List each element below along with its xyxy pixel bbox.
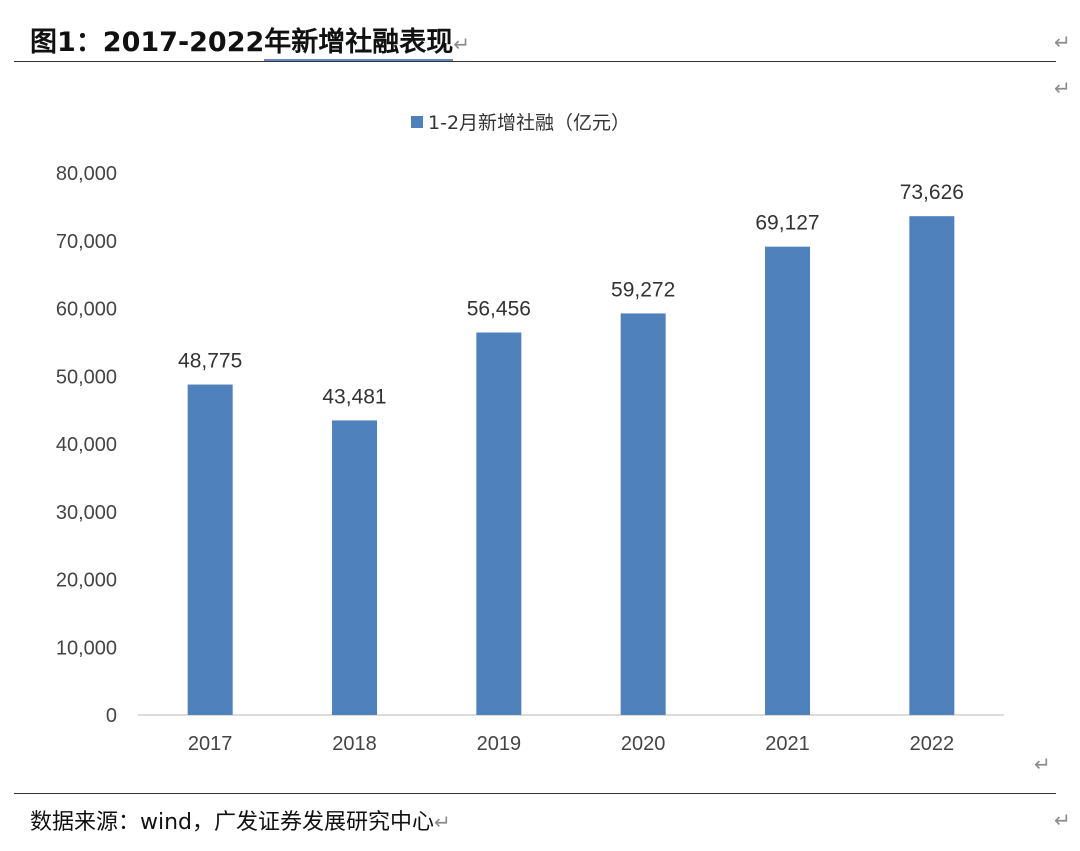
bar-2017 xyxy=(187,384,233,715)
return-mark-icon: ↵ xyxy=(1054,808,1071,832)
y-tick-label: 50,000 xyxy=(56,366,117,388)
bars: 48,775 43,481 56,456 59,272 69,127 73,626 xyxy=(178,181,964,716)
return-mark-icon: ↵ xyxy=(1054,76,1071,100)
top-divider xyxy=(14,61,1056,62)
bar-2021 xyxy=(765,246,810,715)
y-tick-label: 10,000 xyxy=(56,637,117,659)
y-tick-label: 60,000 xyxy=(56,299,117,321)
data-label-2017: 48,775 xyxy=(178,350,242,373)
y-tick-label: 40,000 xyxy=(56,434,117,456)
bar-chart: 1-2月新增社融（亿元） 0 10,000 20,000 30,000 40,000 50… xyxy=(56,112,1004,755)
caption-label: 图1： xyxy=(30,27,103,58)
source-note: 数据来源：wind，广发证券发展研究中心↵ xyxy=(30,804,451,836)
x-tick-label-2017: 2017 xyxy=(188,733,233,755)
y-axis: 0 10,000 20,000 30,000 40,000 50,000 60,000 70,… xyxy=(56,163,117,727)
y-tick-label: 70,000 xyxy=(56,231,117,253)
x-tick-label-2019: 2019 xyxy=(477,733,522,755)
data-label-2019: 56,456 xyxy=(467,298,531,321)
bar-2018 xyxy=(332,420,377,715)
bar-2019 xyxy=(476,332,522,715)
data-label-2020: 59,272 xyxy=(611,278,675,301)
bar-2022 xyxy=(909,216,955,716)
caption-years: 2017-2022 xyxy=(102,27,265,58)
figure-caption: 图1：2017-2022年新增社融表现↵ xyxy=(30,20,471,61)
y-tick-label: 20,000 xyxy=(56,570,117,592)
caption-title: 年新增社融表现 xyxy=(264,27,454,61)
return-mark-icon: ↵ xyxy=(1054,30,1071,54)
return-mark-icon: ↵ xyxy=(453,32,471,56)
legend-swatch xyxy=(411,116,423,128)
y-tick-label: 30,000 xyxy=(56,502,117,524)
source-text: 数据来源：wind，广发证券发展研究中心 xyxy=(30,810,435,835)
x-tick-label-2018: 2018 xyxy=(332,733,377,755)
return-mark-icon: ↵ xyxy=(434,810,451,834)
return-mark-icon: ↵ xyxy=(1034,752,1051,776)
y-tick-label: 0 xyxy=(106,705,117,727)
data-label-2022: 73,626 xyxy=(900,181,964,204)
chart-legend: 1-2月新增社融（亿元） xyxy=(411,112,630,134)
data-label-2018: 43,481 xyxy=(322,385,386,408)
legend-label: 1-2月新增社融（亿元） xyxy=(428,112,630,134)
x-tick-label-2022: 2022 xyxy=(910,733,955,755)
bottom-divider xyxy=(14,793,1056,794)
y-tick-label: 80,000 xyxy=(56,163,117,185)
x-tick-label-2020: 2020 xyxy=(621,733,666,755)
data-label-2021: 69,127 xyxy=(755,212,819,235)
x-tick-label-2021: 2021 xyxy=(765,733,810,755)
x-axis: 2017 2018 2019 2020 2021 2022 xyxy=(188,733,954,755)
bar-2020 xyxy=(620,313,666,715)
